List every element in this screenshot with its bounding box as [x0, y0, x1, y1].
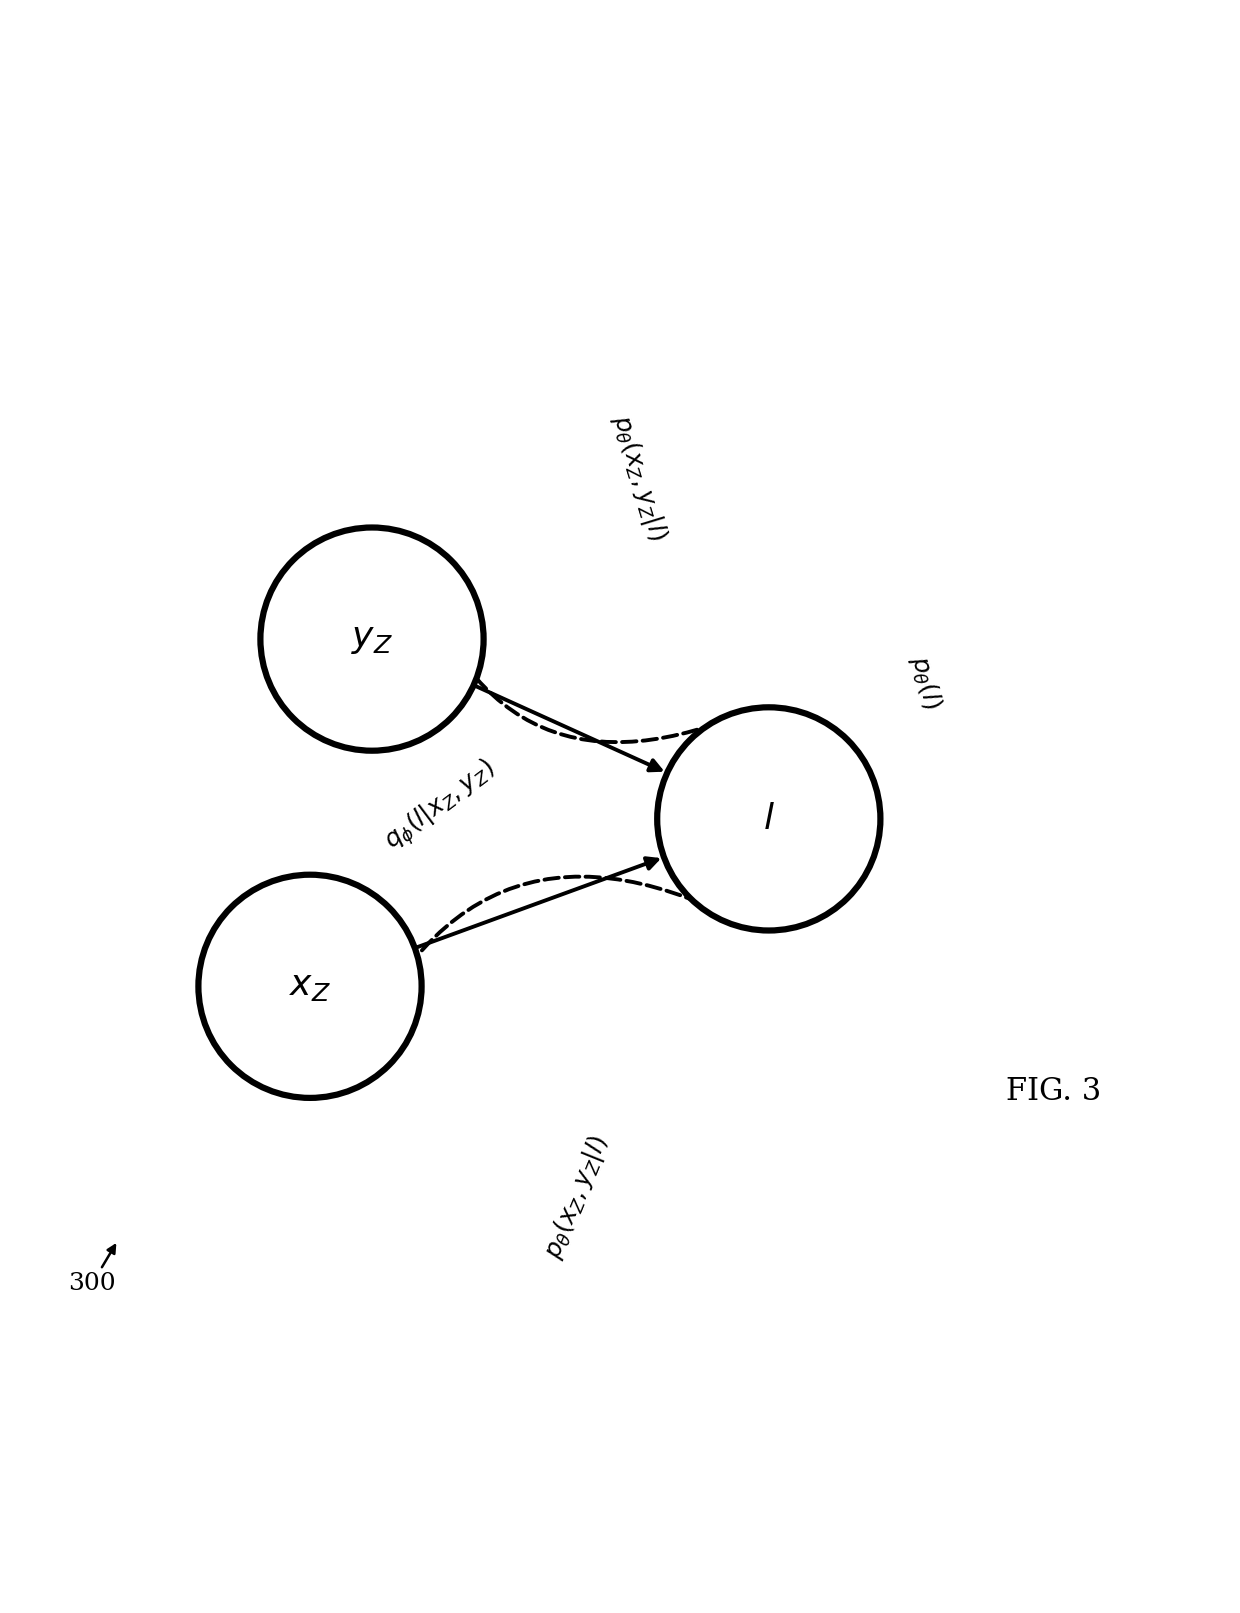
Circle shape — [260, 527, 484, 750]
Circle shape — [198, 874, 422, 1098]
Text: $q_{\phi}(l|x_Z, y_Z)$: $q_{\phi}(l|x_Z, y_Z)$ — [378, 755, 502, 858]
Text: FIG. 3: FIG. 3 — [1007, 1076, 1101, 1107]
Text: $p_{\theta}(x_Z, y_Z|l)$: $p_{\theta}(x_Z, y_Z|l)$ — [606, 411, 671, 544]
Circle shape — [657, 706, 880, 931]
Text: $p_{\theta}(l)$: $p_{\theta}(l)$ — [905, 653, 946, 711]
Text: $x_Z$: $x_Z$ — [289, 969, 331, 1003]
Text: $p_{\theta}(x_Z, y_Z|l)$: $p_{\theta}(x_Z, y_Z|l)$ — [539, 1131, 614, 1263]
Text: $l$: $l$ — [763, 802, 775, 836]
Text: 300: 300 — [68, 1245, 115, 1295]
Text: $y_Z$: $y_Z$ — [351, 623, 393, 656]
